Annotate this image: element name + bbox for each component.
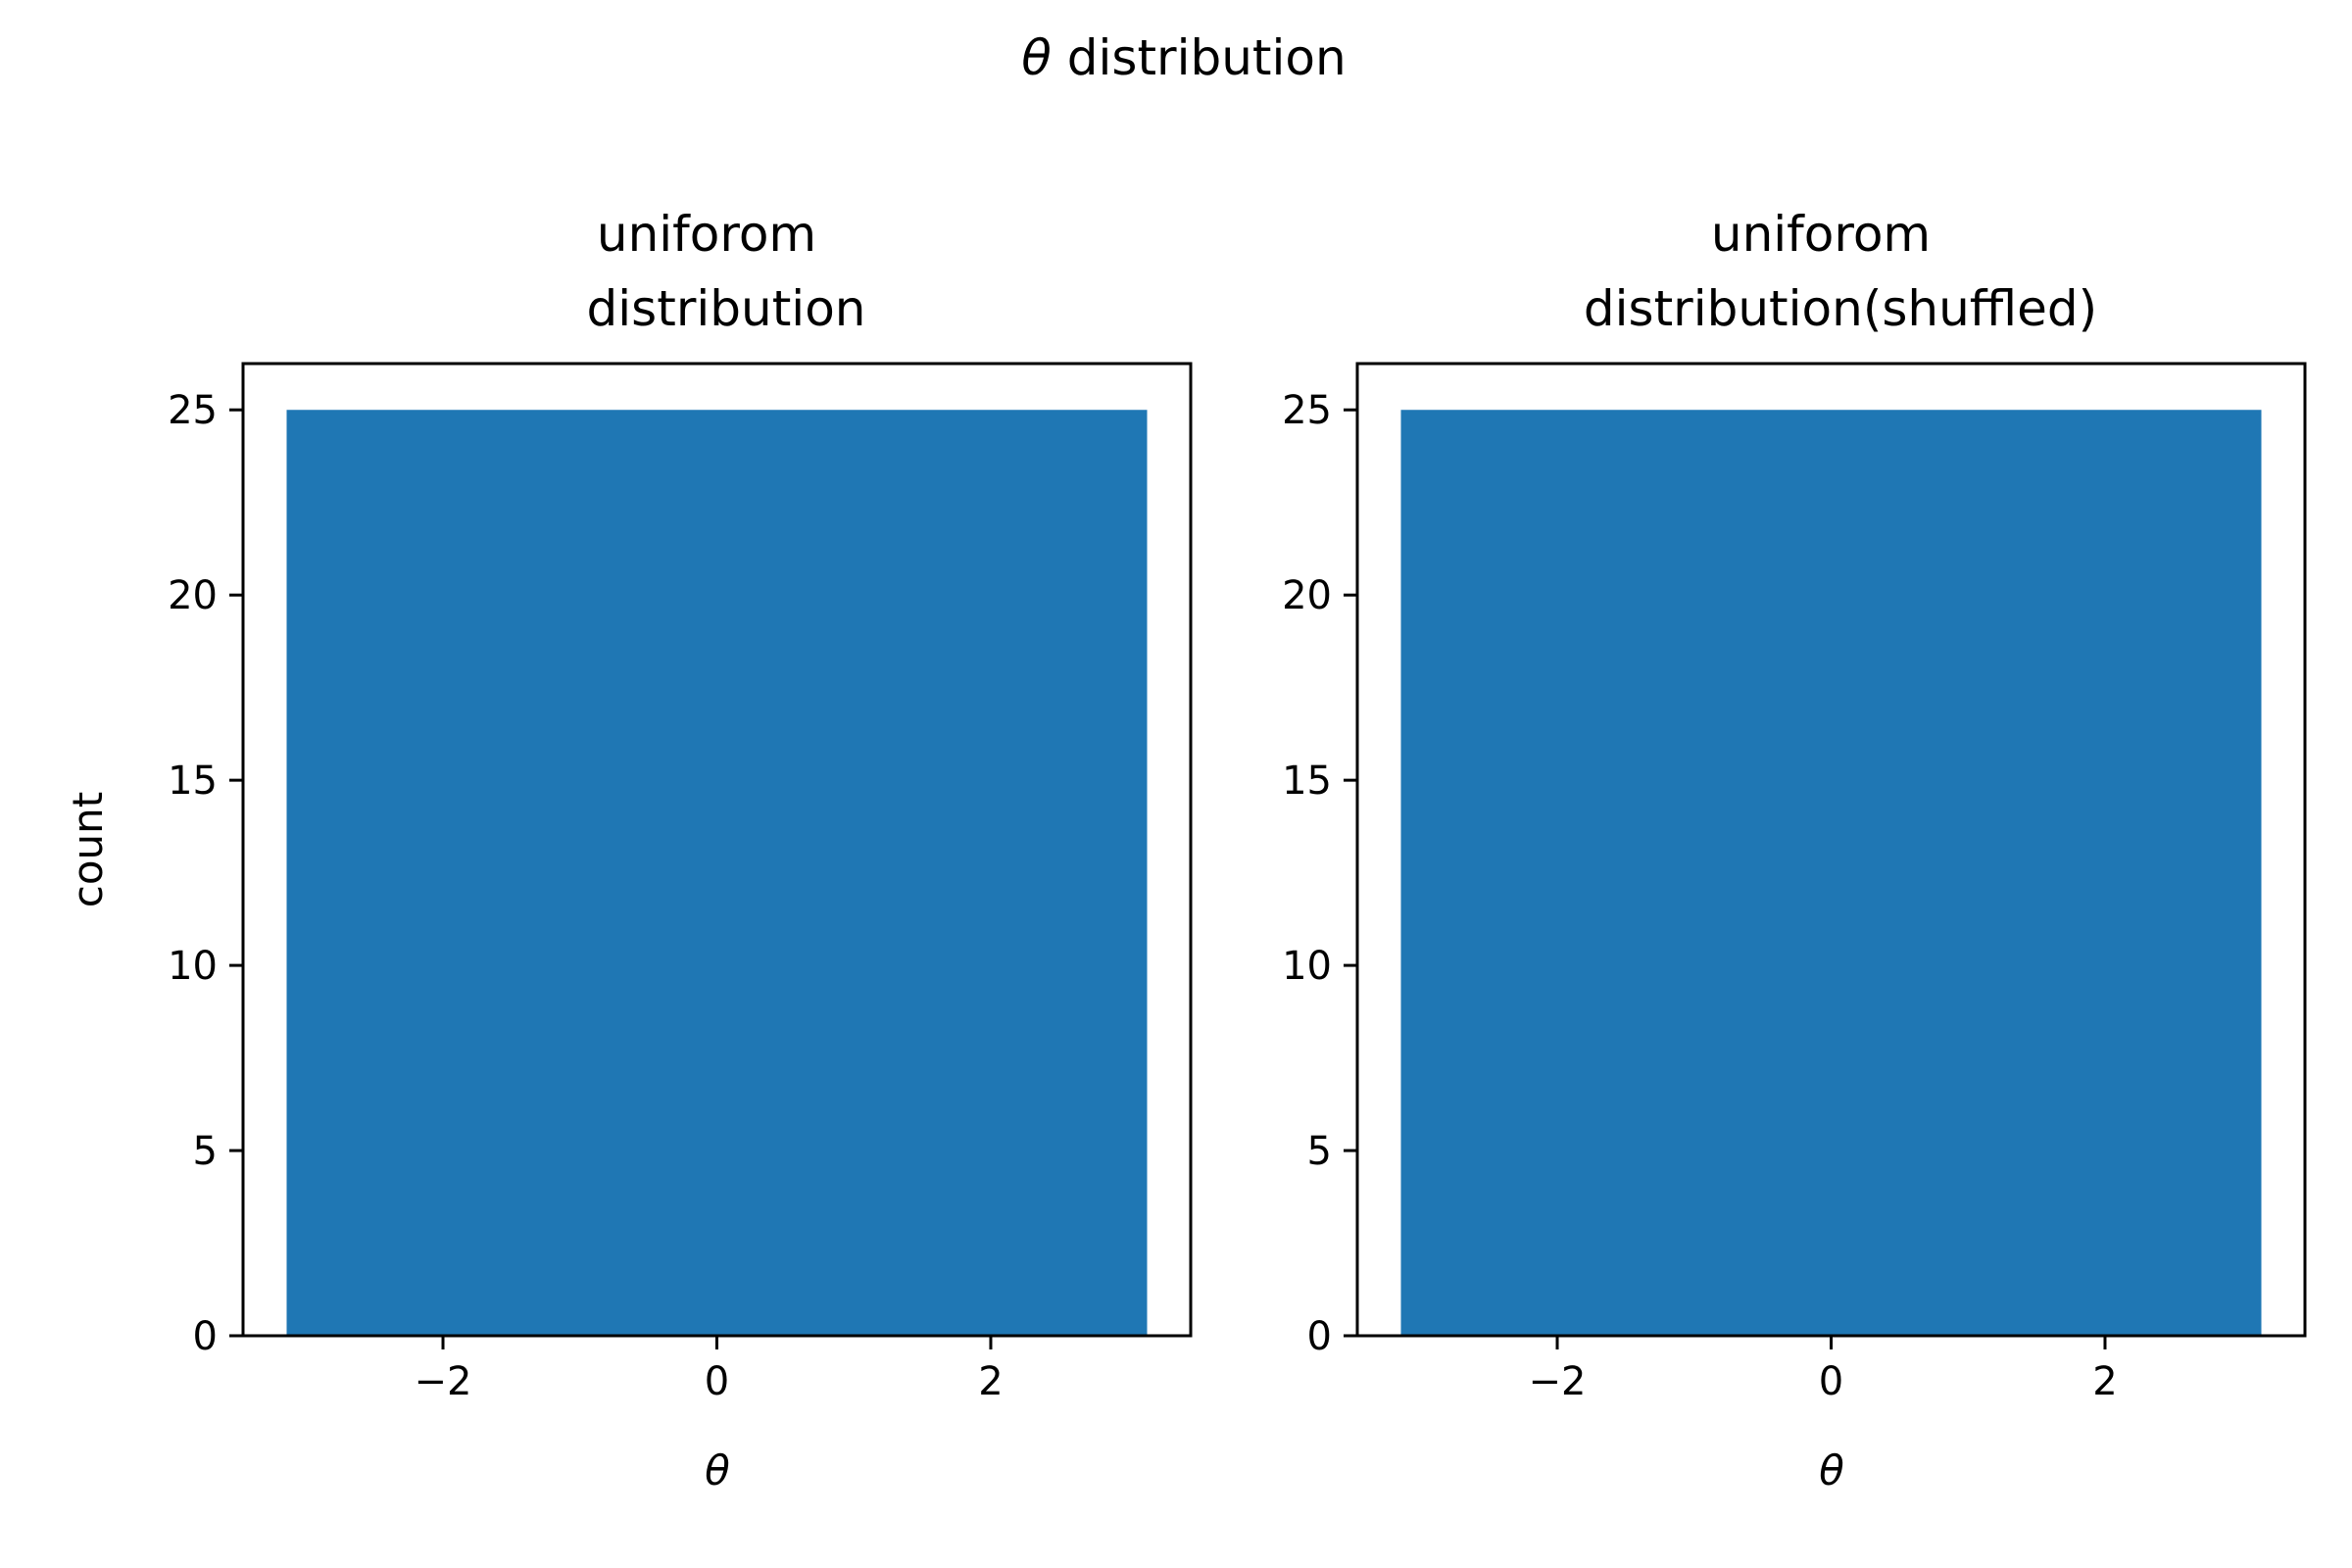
figure-suptitle: θ distribution: [1021, 29, 1346, 86]
left-chart-ytick-label-0: 0: [193, 1314, 218, 1359]
left-chart-ytick-label-20: 20: [168, 573, 218, 618]
right-chart-ytick-label-25: 25: [1282, 388, 1332, 433]
right-chart-marks: 0 5 10 15 20 25 −2 0 2: [1282, 388, 2262, 1404]
left-chart-xtick-label-0: 0: [705, 1359, 729, 1404]
left-chart-xtick-label--2: −2: [415, 1359, 472, 1404]
right-chart-xlabel: θ: [1819, 1446, 1844, 1494]
right-chart-panel: uniforom distribution(shuffled) 05101520…: [1282, 206, 2307, 1494]
left-chart-bar-0: [286, 410, 1148, 1336]
left-chart-title-line2: distribution: [587, 280, 866, 337]
right-chart-title-line2: distribution(shuffled): [1584, 280, 2097, 337]
right-chart-xtick-label-2: 2: [2092, 1359, 2117, 1404]
right-chart-xtick-label--2: −2: [1529, 1359, 1587, 1404]
suptitle-text: distribution: [1052, 29, 1347, 86]
right-chart-ytick-label-20: 20: [1282, 573, 1332, 618]
right-chart-frame: [1355, 362, 2307, 1338]
left-chart-ytick-label-25: 25: [168, 388, 218, 433]
left-chart-marks: 0 5 10 15 20 25 −2 0 2: [168, 388, 1148, 1404]
left-chart-xtick-label-2: 2: [978, 1359, 1003, 1404]
right-chart-xtick-label-0: 0: [1819, 1359, 1843, 1404]
left-chart-title-line1: uniforom: [597, 206, 816, 263]
left-chart-ytick-label-15: 15: [168, 759, 218, 804]
suptitle-symbol: θ: [1021, 29, 1052, 86]
right-chart-ytick-label-10: 10: [1282, 944, 1332, 989]
left-chart-ytick-label-10: 10: [168, 944, 218, 989]
right-chart-ytick-label-0: 0: [1307, 1314, 1332, 1359]
right-chart-title-line1: uniforom: [1711, 206, 1931, 263]
left-chart-xlabel: θ: [705, 1446, 730, 1494]
right-chart-bar-0: [1400, 410, 2262, 1336]
right-chart-ytick-label-15: 15: [1282, 759, 1332, 804]
left-chart-frame: [241, 362, 1193, 1338]
left-chart-ylabel: count: [64, 792, 112, 908]
left-chart-ytick-label-5: 5: [193, 1129, 218, 1174]
left-chart-panel: uniforom distribution 0 5 10 15 20 25 −2 0 2 θ c…: [64, 206, 1193, 1494]
right-chart-ytick-label-5: 5: [1307, 1129, 1332, 1174]
